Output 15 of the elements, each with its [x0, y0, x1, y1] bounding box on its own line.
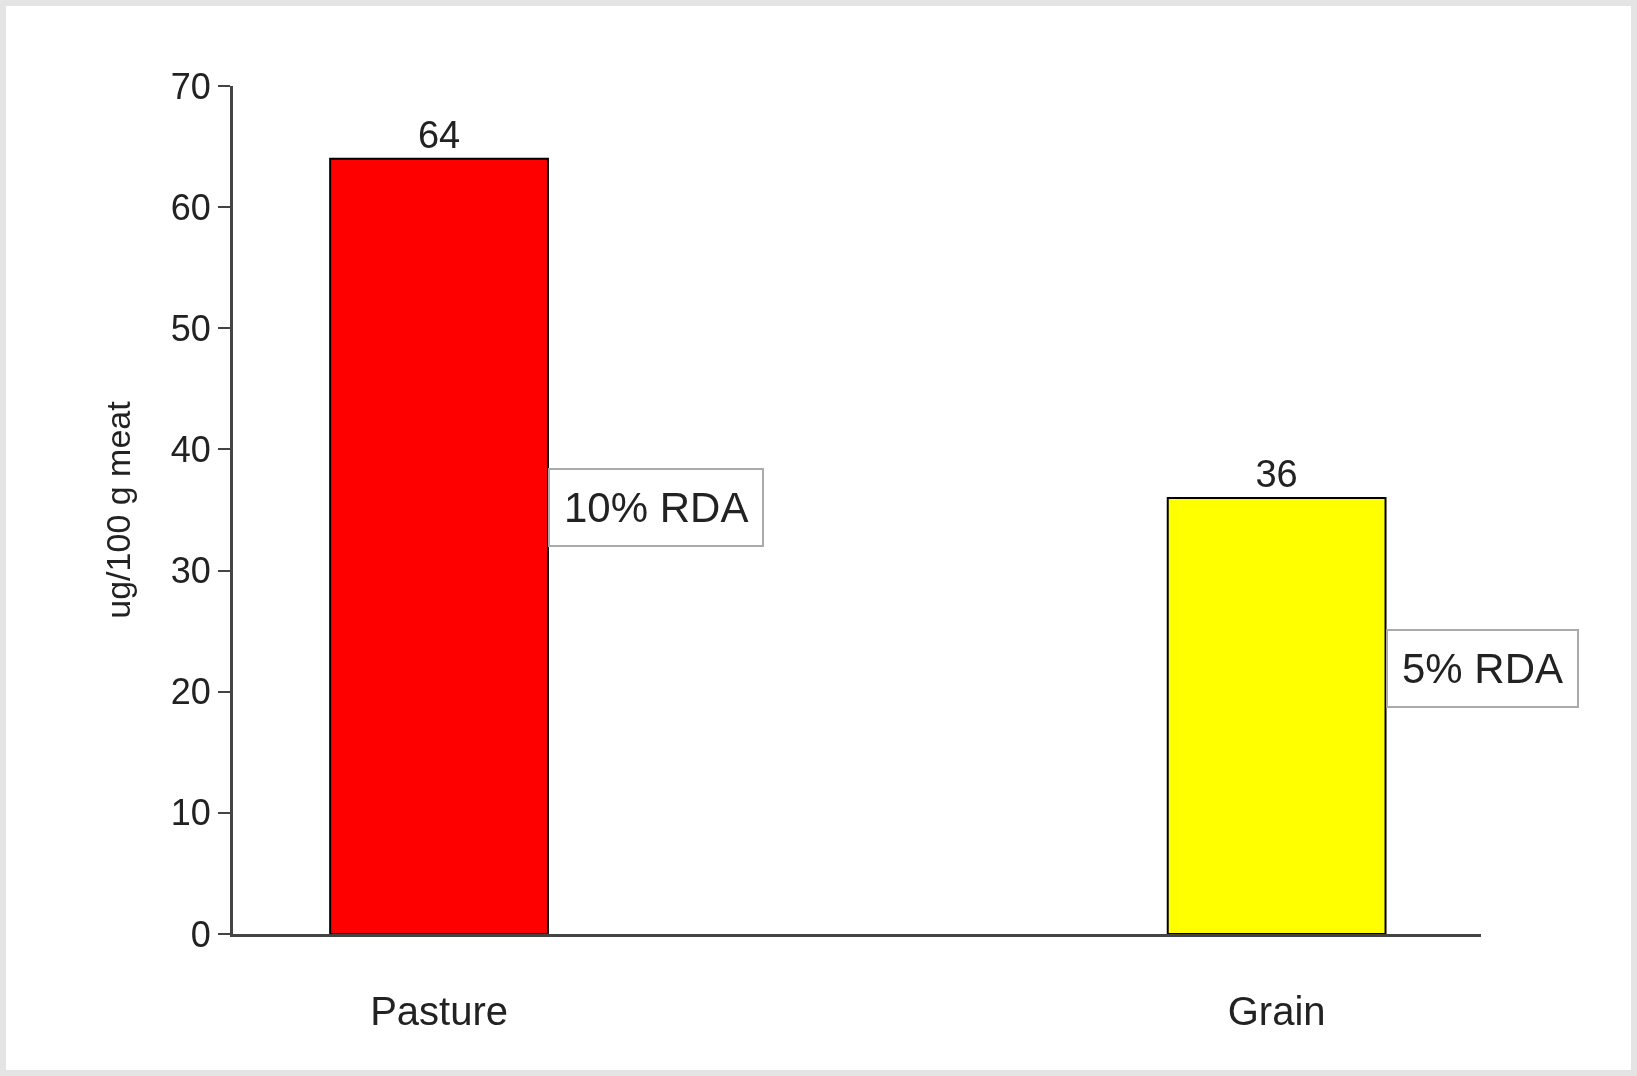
- data-label: 36: [1255, 452, 1298, 495]
- y-tick-label: 40: [170, 429, 211, 471]
- y-tick-label: 20: [170, 671, 211, 713]
- y-axis-title: ug/100 g meat: [99, 400, 138, 619]
- y-tick-label: 70: [170, 65, 211, 107]
- y-tick-label: 60: [170, 186, 211, 228]
- y-tick-label: 50: [170, 307, 211, 349]
- y-tick-label: 0: [190, 913, 211, 955]
- annotation: 5% RDA: [1402, 645, 1564, 692]
- y-tick-label: 30: [170, 550, 211, 592]
- y-tick-label: 10: [170, 792, 211, 834]
- x-tick-label: Pasture: [370, 989, 508, 1033]
- annotation: 10% RDA: [564, 484, 749, 531]
- data-label: 64: [417, 113, 461, 156]
- x-tick-label: Grain: [1227, 989, 1326, 1033]
